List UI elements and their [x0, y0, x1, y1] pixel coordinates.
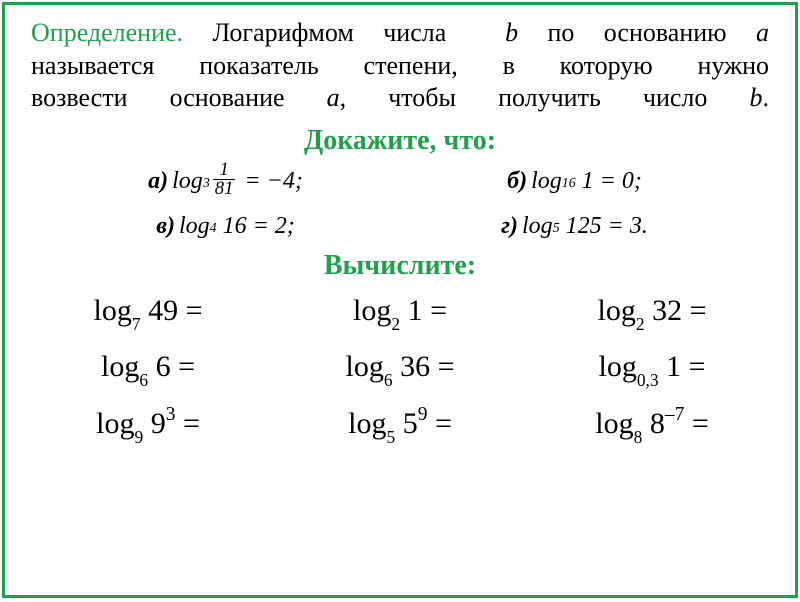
proof-v: в) log4 16 = 2; [156, 213, 295, 240]
proof-a-rhs: −4; [267, 168, 303, 195]
slide-frame: Определение. Логарифмом числа b по основ… [2, 2, 798, 598]
def-var-b: b [505, 18, 518, 47]
calc-cell: log6 6 = [31, 350, 265, 388]
proof-v-base: 4 [210, 221, 217, 237]
proof-g: г) log5 125 = 3. [501, 213, 648, 240]
prove-heading: Докажите, что: [31, 125, 769, 157]
calc-cell: log0,3 1 = [535, 350, 769, 388]
proof-g-arg: 125 [566, 213, 602, 240]
calc-cell: log8 8–7 = [535, 406, 769, 445]
calc-cell: log6 36 = [283, 350, 517, 388]
def-line3b: , чтобы получить число [340, 83, 750, 112]
calc-cell: log7 49 = [31, 294, 265, 332]
def-line3c: . [763, 83, 770, 112]
def-line2: называется показатель степени, в которую… [31, 51, 769, 80]
proof-a-label: а) [148, 168, 168, 195]
proof-a-num: 1 [217, 161, 230, 180]
def-var-a: а [756, 18, 769, 47]
fraction-icon: 1 81 [213, 161, 236, 199]
calc-cell: log5 59 = [283, 406, 517, 445]
proof-v-arg: 16 [223, 213, 247, 240]
def-part1: Логарифмом числа [183, 18, 476, 47]
proof-v-rhs: 2; [275, 213, 295, 240]
proof-b-base: 16 [562, 176, 576, 192]
def-part2: по основанию [518, 18, 756, 47]
calc-cell: log9 93 = [31, 406, 265, 445]
def-var-b2: b [750, 83, 763, 112]
proof-g-rhs: 3. [630, 213, 648, 240]
proof-b: б) log16 1 = 0; [507, 163, 642, 201]
proof-b-label: б) [507, 168, 527, 195]
calc-cell: log2 1 = [283, 294, 517, 332]
calc-cell: log2 32 = [535, 294, 769, 332]
proof-b-rhs: 0; [622, 168, 642, 195]
def-line3a: возвести основание [31, 83, 327, 112]
proof-b-arg: 1 [582, 168, 594, 195]
definition-text: Определение. Логарифмом числа b по основ… [31, 17, 769, 115]
definition-label: Определение. [31, 18, 183, 47]
proof-v-label: в) [156, 213, 175, 240]
def-var-a2: а [327, 83, 340, 112]
proof-g-label: г) [501, 213, 518, 240]
proof-grid: а) log3 1 81 = −4; б) log16 1 = 0; в) lo… [71, 163, 729, 240]
calc-grid: log7 49 = log2 1 = log2 32 = log6 6 = lo… [31, 294, 769, 445]
proof-a: а) log3 1 81 = −4; [148, 163, 303, 201]
proof-g-base: 5 [553, 221, 560, 237]
proof-a-base: 3 [203, 176, 210, 192]
proof-a-den: 81 [213, 179, 236, 199]
calc-heading: Вычислите: [31, 250, 769, 282]
